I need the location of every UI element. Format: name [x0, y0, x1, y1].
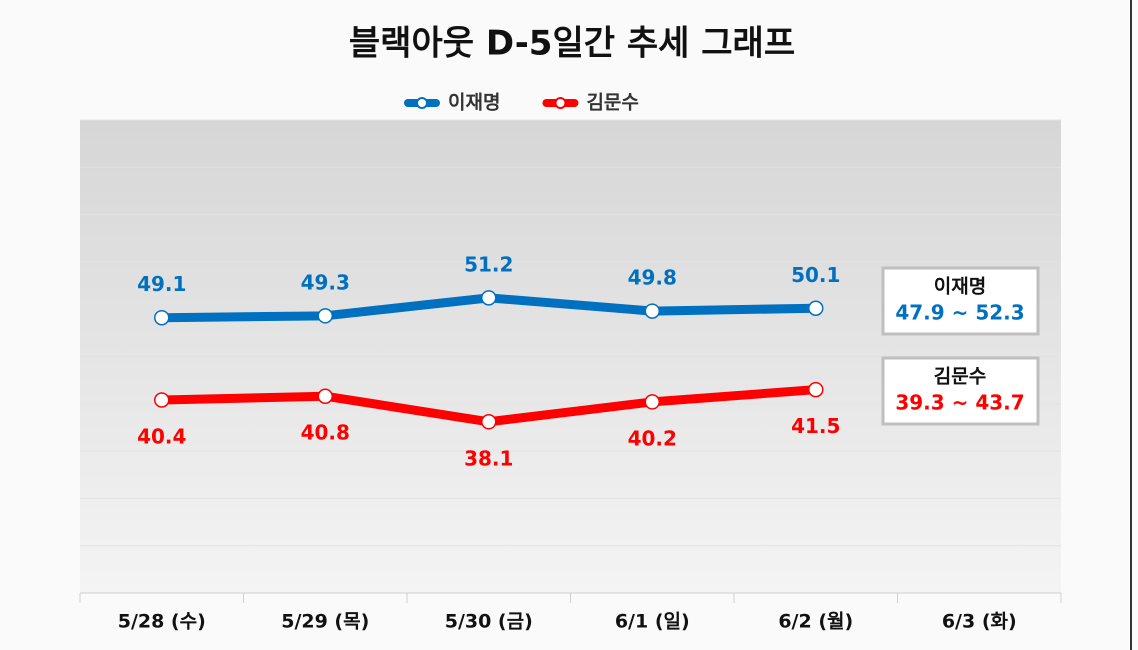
annotation-title: 이재명	[934, 276, 986, 298]
annotation-title: 김문수	[934, 366, 986, 388]
point	[644, 303, 660, 319]
legend-label: 김문수	[586, 92, 638, 114]
data-label: 51.2	[464, 252, 513, 276]
data-label: 49.3	[301, 270, 350, 294]
data-label: 49.1	[137, 272, 186, 296]
x-tick-label: 6/1 (일)	[615, 611, 690, 633]
data-label: 38.1	[464, 446, 513, 470]
annotation-text: 39.3 ~ 43.7	[895, 391, 1024, 415]
point	[481, 290, 497, 306]
data-label: 40.8	[301, 421, 350, 445]
data-label: 41.5	[791, 414, 840, 438]
x-tick-label: 6/3 (화)	[942, 611, 1017, 633]
x-tick-label: 5/28 (수)	[118, 611, 206, 633]
x-tick-label: 6/2 (월)	[778, 611, 853, 633]
point	[808, 300, 824, 317]
legend-marker	[554, 97, 567, 109]
data-label: 49.8	[628, 266, 677, 290]
data-label: 40.4	[137, 425, 186, 449]
annotation-box	[881, 356, 1040, 426]
point	[481, 414, 497, 430]
chart-title: 블랙아웃 D-5일간 추세 그래프	[349, 24, 795, 64]
data-label: 50.1	[791, 263, 840, 287]
legend-label: 이재명	[448, 92, 500, 114]
point	[808, 381, 824, 398]
point	[644, 394, 660, 410]
legend-marker	[416, 97, 428, 109]
annotation-text: 47.9 ~ 52.3	[895, 301, 1024, 325]
annotation-box	[881, 266, 1040, 336]
x-tick-label: 5/30 (금)	[445, 611, 533, 633]
x-tick-label: 5/29 (목)	[281, 611, 369, 633]
data-label: 40.2	[628, 426, 677, 450]
point	[317, 308, 333, 324]
point	[317, 388, 333, 404]
point	[154, 392, 170, 408]
point	[154, 309, 170, 326]
